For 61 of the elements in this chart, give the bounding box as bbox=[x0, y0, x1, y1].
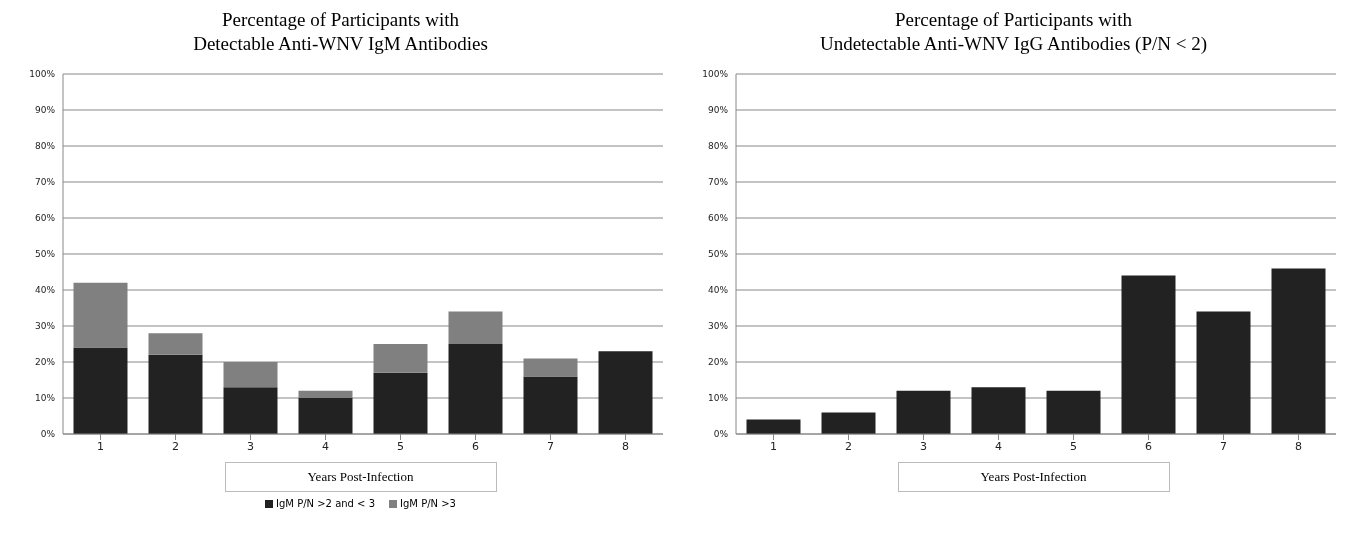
bar bbox=[1046, 390, 1101, 434]
x-tick-label: 7 bbox=[547, 439, 554, 453]
bar bbox=[1196, 311, 1251, 434]
x-tick-label: 2 bbox=[172, 439, 179, 453]
y-tick-label: 100% bbox=[702, 69, 729, 80]
x-tick-label: 1 bbox=[97, 439, 104, 453]
x-tick-label: 5 bbox=[397, 439, 404, 453]
y-tick-label: 30% bbox=[707, 321, 729, 332]
x-axis-title: Years Post-Infection bbox=[897, 462, 1170, 492]
y-tick-label: 60% bbox=[34, 213, 56, 224]
bar bbox=[298, 398, 353, 434]
y-tick-label: 30% bbox=[34, 321, 56, 332]
y-tick-label: 90% bbox=[707, 105, 729, 116]
bar bbox=[523, 376, 578, 434]
y-tick-label: 70% bbox=[34, 177, 56, 188]
x-tick-label: 7 bbox=[1220, 439, 1227, 453]
x-tick-label: 8 bbox=[1295, 439, 1302, 453]
x-axis-title: Years Post-Infection bbox=[224, 462, 497, 492]
x-tick-label: 2 bbox=[845, 439, 852, 453]
bar bbox=[448, 344, 503, 434]
y-tick-label: 100% bbox=[29, 69, 56, 80]
y-tick-label: 10% bbox=[34, 393, 56, 404]
x-tick-label: 8 bbox=[622, 439, 629, 453]
chart-title: Percentage of Participants with Undetectable Anti-WNV IgG Antibodies (P/N < 2) bbox=[819, 8, 1208, 56]
y-tick-label: 50% bbox=[707, 249, 729, 260]
bar bbox=[148, 354, 203, 434]
x-tick-label: 4 bbox=[995, 439, 1002, 453]
bar bbox=[821, 412, 876, 434]
bar bbox=[373, 372, 428, 434]
y-tick-label: 20% bbox=[34, 357, 56, 368]
x-tick-label: 4 bbox=[322, 439, 329, 453]
legend-label: IgM P/N >3 bbox=[399, 498, 456, 509]
y-tick-label: 10% bbox=[707, 393, 729, 404]
chart-title: Percentage of Participants with Detectable Anti-WNV IgM Antibodies bbox=[193, 8, 488, 56]
bar bbox=[148, 333, 203, 355]
x-tick-label: 1 bbox=[770, 439, 777, 453]
y-tick-label: 90% bbox=[34, 105, 56, 116]
x-tick-label: 6 bbox=[1145, 439, 1152, 453]
bar bbox=[1271, 268, 1326, 434]
y-tick-label: 40% bbox=[34, 285, 56, 296]
bar bbox=[223, 387, 278, 434]
y-tick-label: 50% bbox=[34, 249, 56, 260]
bar bbox=[971, 387, 1026, 434]
bar bbox=[73, 347, 128, 434]
bar bbox=[746, 419, 801, 434]
y-tick-label: 0% bbox=[40, 429, 56, 440]
x-tick-label: 6 bbox=[472, 439, 479, 453]
x-tick-label: 3 bbox=[920, 439, 927, 453]
y-tick-label: 20% bbox=[707, 357, 729, 368]
y-tick-label: 80% bbox=[707, 141, 729, 152]
bar bbox=[1121, 275, 1176, 434]
legend-label: IgM P/N >2 and < 3 bbox=[275, 498, 376, 509]
x-tick-label: 3 bbox=[247, 439, 254, 453]
y-tick-label: 80% bbox=[34, 141, 56, 152]
y-tick-label: 60% bbox=[707, 213, 729, 224]
x-tick-label: 5 bbox=[1070, 439, 1077, 453]
y-tick-label: 0% bbox=[713, 429, 729, 440]
bar bbox=[598, 351, 653, 434]
y-tick-label: 70% bbox=[707, 177, 729, 188]
y-tick-label: 40% bbox=[707, 285, 729, 296]
bar bbox=[896, 390, 951, 434]
